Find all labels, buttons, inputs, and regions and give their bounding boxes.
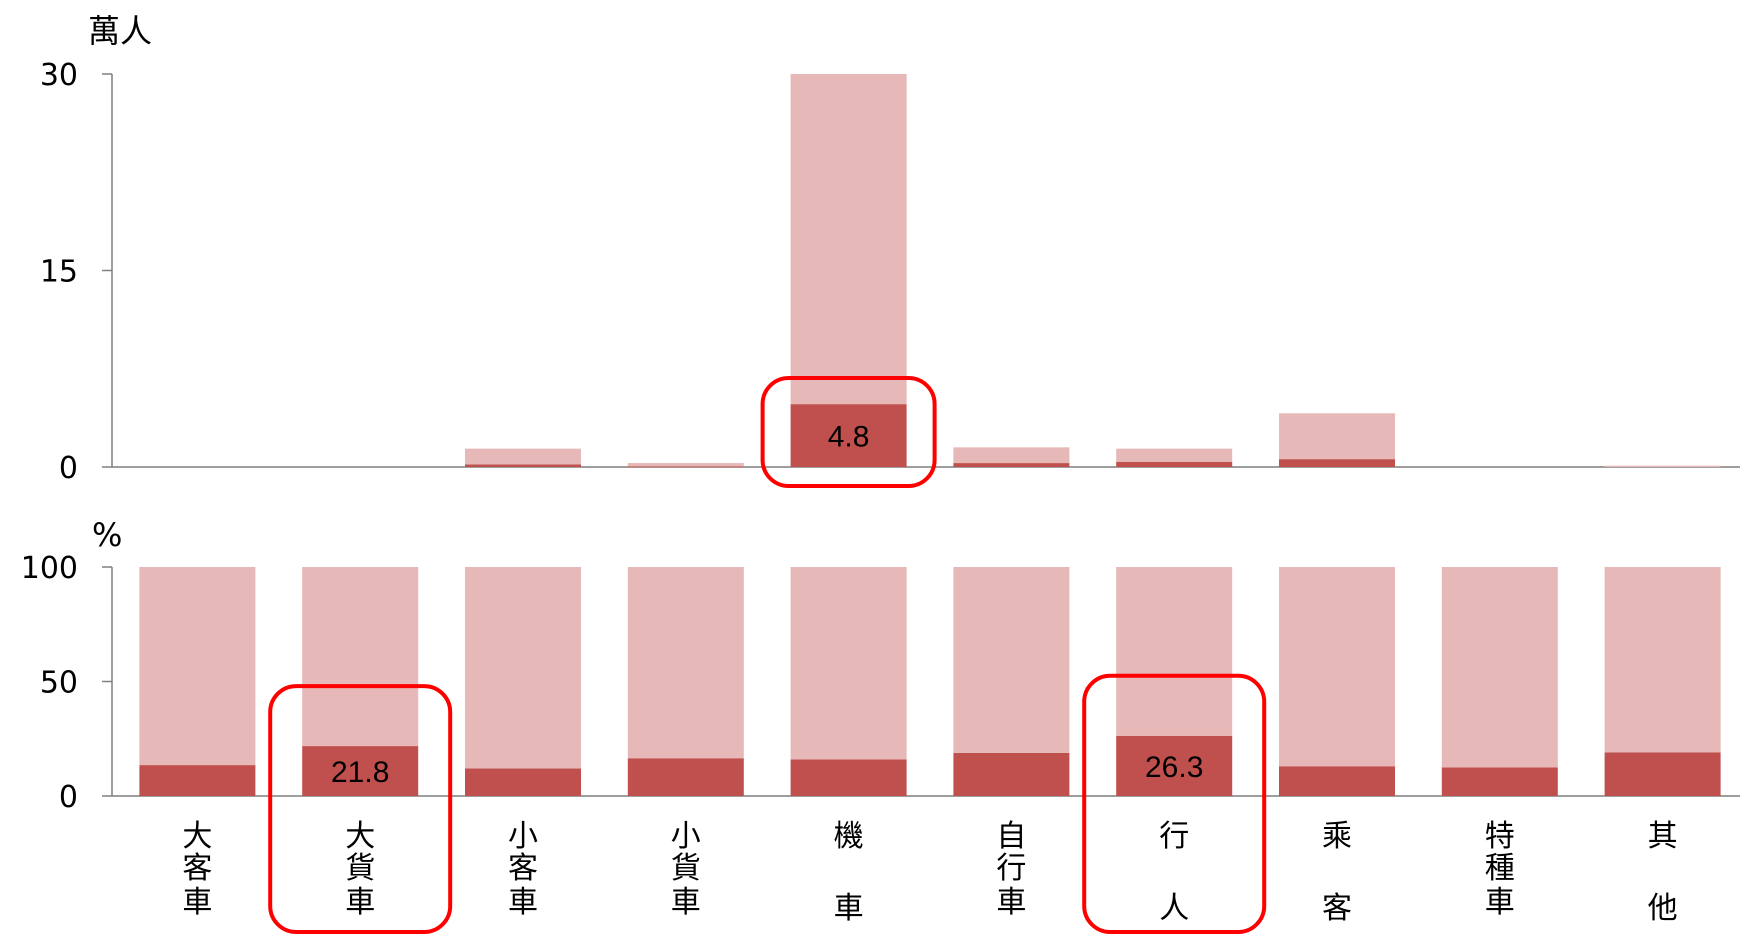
bar-light-3 (465, 448, 581, 465)
category-label-char: 自 (996, 819, 1026, 854)
bottom-chart-percentage: % 0 50 100 21.8 26.3 (21, 516, 1740, 815)
category-label-char: 特 (1485, 819, 1515, 854)
category-label-char: 他 (1648, 891, 1678, 926)
bar-light-6 (953, 447, 1070, 464)
category-label-char: 行 (1159, 819, 1189, 854)
category-label-char: 車 (182, 885, 212, 920)
bar-light-3 (465, 567, 581, 769)
bar-light-10 (1604, 567, 1721, 753)
bar-light-1 (139, 567, 256, 766)
bar-light-4 (627, 463, 744, 467)
y-tick-label: 50 (40, 666, 78, 701)
bar-dark-4 (627, 466, 744, 468)
bar-dark-5 (790, 759, 907, 796)
highlight-box (760, 376, 937, 488)
category-label-char: 貨 (345, 851, 375, 886)
category-label-char: 大 (182, 819, 212, 854)
category-label-char: 機 (834, 819, 864, 854)
category-label-char: 種 (1485, 851, 1515, 886)
category-label-char: 其 (1648, 819, 1678, 854)
category-label-char: 行 (996, 851, 1026, 886)
data-label: 26.3 (1145, 751, 1203, 784)
category-label-char: 人 (1159, 891, 1189, 926)
data-label: 4.8 (828, 421, 870, 454)
bar-dark-6 (953, 752, 1070, 796)
category-label-char: 車 (996, 885, 1026, 920)
bar-dark-6 (953, 463, 1070, 467)
category-label-char: 客 (508, 851, 538, 886)
bar-light-9 (1441, 567, 1558, 768)
bar-dark-7 (1116, 461, 1233, 467)
bar-dark-7 (1116, 735, 1233, 796)
bar-light-7 (1116, 448, 1233, 462)
category-label-char: 乘 (1322, 819, 1352, 854)
category-label-char: 車 (834, 891, 864, 926)
bar-light-7 (1116, 567, 1233, 736)
y-tick-label: 100 (21, 551, 78, 586)
category-label-char: 貨 (671, 851, 701, 886)
data-label: 21.8 (331, 756, 389, 789)
category-label-char: 小 (671, 819, 701, 854)
bar-light-6 (953, 567, 1070, 753)
category-label-char: 客 (1322, 891, 1352, 926)
bar-dark-8 (1279, 766, 1395, 796)
category-label-char: 小 (508, 819, 538, 854)
bar-light-4 (627, 567, 744, 759)
bar-dark-3 (465, 768, 581, 796)
bar-dark-1 (139, 765, 256, 796)
category-label-char: 車 (671, 885, 701, 920)
highlight-box (1082, 673, 1267, 934)
bar-dark-3 (465, 464, 581, 467)
highlight-box (268, 684, 453, 934)
y-tick-label: 0 (59, 451, 78, 486)
category-label-char: 車 (508, 885, 538, 920)
bar-light-5 (790, 567, 907, 760)
unit-label: 萬人 (88, 12, 152, 50)
bar-light-8 (1279, 413, 1395, 460)
category-label-char: 客 (182, 851, 212, 886)
bar-light-5 (790, 74, 907, 405)
top-chart-casualties: 萬人 0 15 30 4.8 (40, 12, 1740, 486)
bar-light-10 (1604, 465, 1721, 467)
bar-dark-9 (1441, 767, 1558, 796)
y-tick-label: 0 (59, 780, 78, 815)
bar-light-8 (1279, 567, 1395, 767)
unit-label: % (92, 516, 122, 554)
category-label-char: 大 (345, 819, 375, 854)
y-tick-label: 15 (40, 255, 78, 290)
highlight-boxes (268, 376, 1267, 934)
bar-dark-8 (1279, 459, 1395, 467)
category-label-char: 車 (1485, 885, 1515, 920)
bar-dark-2 (302, 746, 419, 796)
y-tick-label: 30 (40, 58, 78, 93)
bar-dark-10 (1604, 752, 1721, 796)
bar-dark-5 (790, 404, 907, 467)
bar-light-2 (302, 567, 419, 747)
category-label-char: 車 (345, 885, 375, 920)
bar-dark-4 (627, 758, 744, 796)
